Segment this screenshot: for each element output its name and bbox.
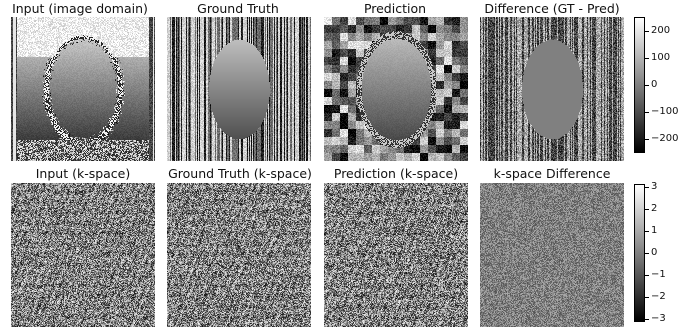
cb1-tick-mark — [645, 187, 649, 188]
cb1-tick-label: 0 — [651, 247, 658, 258]
cb0-tick-mark — [645, 31, 649, 32]
image-panel-prediction — [324, 17, 468, 161]
cb0-tick-mark — [645, 139, 649, 140]
cb0-tick-mark — [645, 112, 649, 113]
panel-title-input-image: Input (image domain) — [12, 1, 148, 16]
image-panel-ground-truth — [167, 17, 311, 161]
cb0-tick-mark — [645, 58, 649, 59]
cb0-tick-label: 100 — [651, 52, 671, 63]
cb1-tick-mark — [645, 209, 649, 210]
cb1-tick-label: −1 — [651, 269, 666, 280]
panel-title-ground-truth-kspace: Ground Truth (k-space) — [168, 166, 312, 181]
panel-title-prediction-kspace: Prediction (k-space) — [333, 166, 459, 181]
kspace-panel-ground-truth — [167, 183, 311, 327]
cb1-tick-label: 1 — [651, 225, 658, 236]
cb0-tick-mark — [645, 85, 649, 86]
cb1-tick-label: 3 — [651, 181, 658, 192]
cb0-tick-label: 200 — [651, 25, 671, 36]
colorbar-image-difference — [634, 17, 645, 153]
kspace-panel-input — [11, 183, 155, 327]
panel-title-prediction: Prediction — [363, 1, 427, 16]
cb1-tick-mark — [645, 297, 649, 298]
cb1-tick-mark — [645, 275, 649, 276]
cb0-tick-label: −200 — [651, 133, 679, 144]
cb1-tick-mark — [645, 319, 649, 320]
colorbar-kspace-difference — [634, 184, 645, 322]
panel-title-input-kspace: Input (k-space) — [35, 166, 131, 181]
image-panel-input — [11, 17, 155, 161]
cb1-tick-label: −2 — [651, 291, 666, 302]
panel-title-difference: Difference (GT - Pred) — [484, 1, 620, 16]
panel-title-kspace-difference: k-space Difference — [493, 166, 611, 181]
kspace-panel-difference — [480, 183, 624, 327]
cb0-tick-label: 0 — [651, 79, 658, 90]
cb0-tick-label: −100 — [651, 106, 679, 117]
cb1-tick-label: −3 — [651, 313, 666, 324]
cb1-tick-label: 2 — [651, 203, 658, 214]
kspace-panel-prediction — [324, 183, 468, 327]
panel-title-ground-truth: Ground Truth — [197, 1, 279, 16]
image-panel-difference — [480, 17, 624, 161]
cb1-tick-mark — [645, 253, 649, 254]
cb1-tick-mark — [645, 231, 649, 232]
